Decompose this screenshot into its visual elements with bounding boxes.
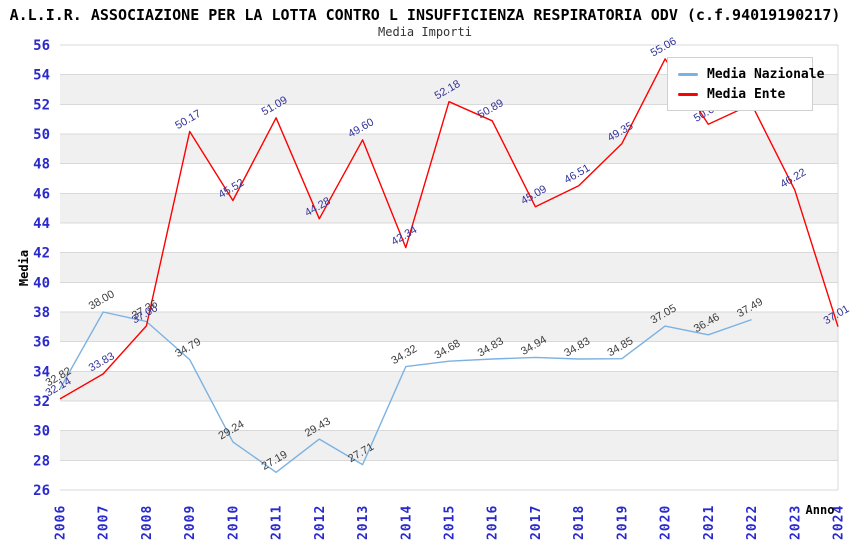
- x-tick-label: 2020: [659, 505, 674, 540]
- page-title: A.L.I.R. ASSOCIAZIONE PER LA LOTTA CONTR…: [9, 6, 841, 24]
- legend-label: Media Ente: [707, 86, 786, 102]
- point-label: 46.51: [562, 162, 592, 186]
- y-tick-label: 48: [33, 157, 50, 173]
- y-tick-label: 52: [33, 97, 50, 113]
- axis-ticks: 26 28 30 32 34 36 38 40 42 44 46 48 50 52 54 56 2006 2007…: [33, 38, 846, 540]
- x-tick-label: 2012: [313, 505, 328, 540]
- y-tick-label: 46: [33, 186, 50, 202]
- point-label: 38.00: [87, 288, 117, 312]
- legend-label: Media Nazionale: [707, 66, 825, 82]
- x-tick-label: 2023: [788, 505, 803, 540]
- x-tick-label: 2017: [529, 505, 544, 540]
- x-tick-label: 2006: [54, 505, 69, 540]
- point-label: 50.17: [173, 108, 203, 132]
- x-tick-label: 2010: [226, 505, 241, 540]
- y-tick-label: 42: [33, 246, 50, 262]
- y-tick-label: 56: [33, 38, 50, 54]
- legend: Media Nazionale Media Ente: [667, 57, 824, 111]
- series-line-media-nazionale: [59, 311, 752, 473]
- series-line-media-ente: [59, 58, 839, 400]
- legend-item-media-nazionale: Media Nazionale: [678, 64, 824, 84]
- point-label: 55.06: [649, 35, 679, 59]
- x-tick-label: 2024: [832, 505, 847, 540]
- y-tick-label: 34: [33, 364, 50, 380]
- gridlines: [60, 44, 839, 491]
- x-tick-label: 2018: [572, 505, 587, 540]
- point-label: 34.32: [389, 343, 419, 367]
- x-tick-label: 2016: [486, 505, 501, 540]
- y-tick-label: 28: [33, 453, 50, 469]
- y-tick-label: 38: [33, 305, 50, 321]
- chart-subtitle: Media Importi: [378, 25, 472, 39]
- y-tick-label: 50: [33, 127, 50, 143]
- x-tick-label: 2015: [443, 505, 458, 540]
- x-tick-label: 2013: [356, 505, 371, 540]
- nazionale-line-swatch-icon: [678, 72, 698, 76]
- y-tick-label: 26: [33, 483, 50, 499]
- y-tick-label: 30: [33, 424, 50, 440]
- ente-line-swatch-icon: [678, 92, 698, 96]
- point-label: 33.83: [87, 350, 117, 374]
- data-series-lines: [59, 58, 839, 473]
- x-tick-label: 2021: [702, 505, 717, 540]
- y-tick-label: 40: [33, 275, 50, 291]
- y-axis-title: Media: [17, 250, 31, 286]
- x-tick-label: 2008: [140, 505, 155, 540]
- y-tick-label: 32: [33, 394, 50, 410]
- y-tick-label: 44: [33, 216, 50, 232]
- y-tick-label: 36: [33, 335, 50, 351]
- legend-item-media-ente: Media Ente: [678, 84, 804, 104]
- x-tick-label: 2011: [270, 505, 285, 540]
- y-tick-label: 54: [33, 68, 50, 84]
- plot-background-stripes: [60, 74, 838, 461]
- x-axis-title: Anno: [806, 503, 835, 517]
- x-tick-label: 2014: [399, 505, 414, 540]
- x-tick-label: 2009: [183, 505, 198, 540]
- x-tick-label: 2022: [745, 505, 760, 540]
- x-tick-label: 2019: [615, 505, 630, 540]
- x-tick-label: 2007: [97, 505, 112, 540]
